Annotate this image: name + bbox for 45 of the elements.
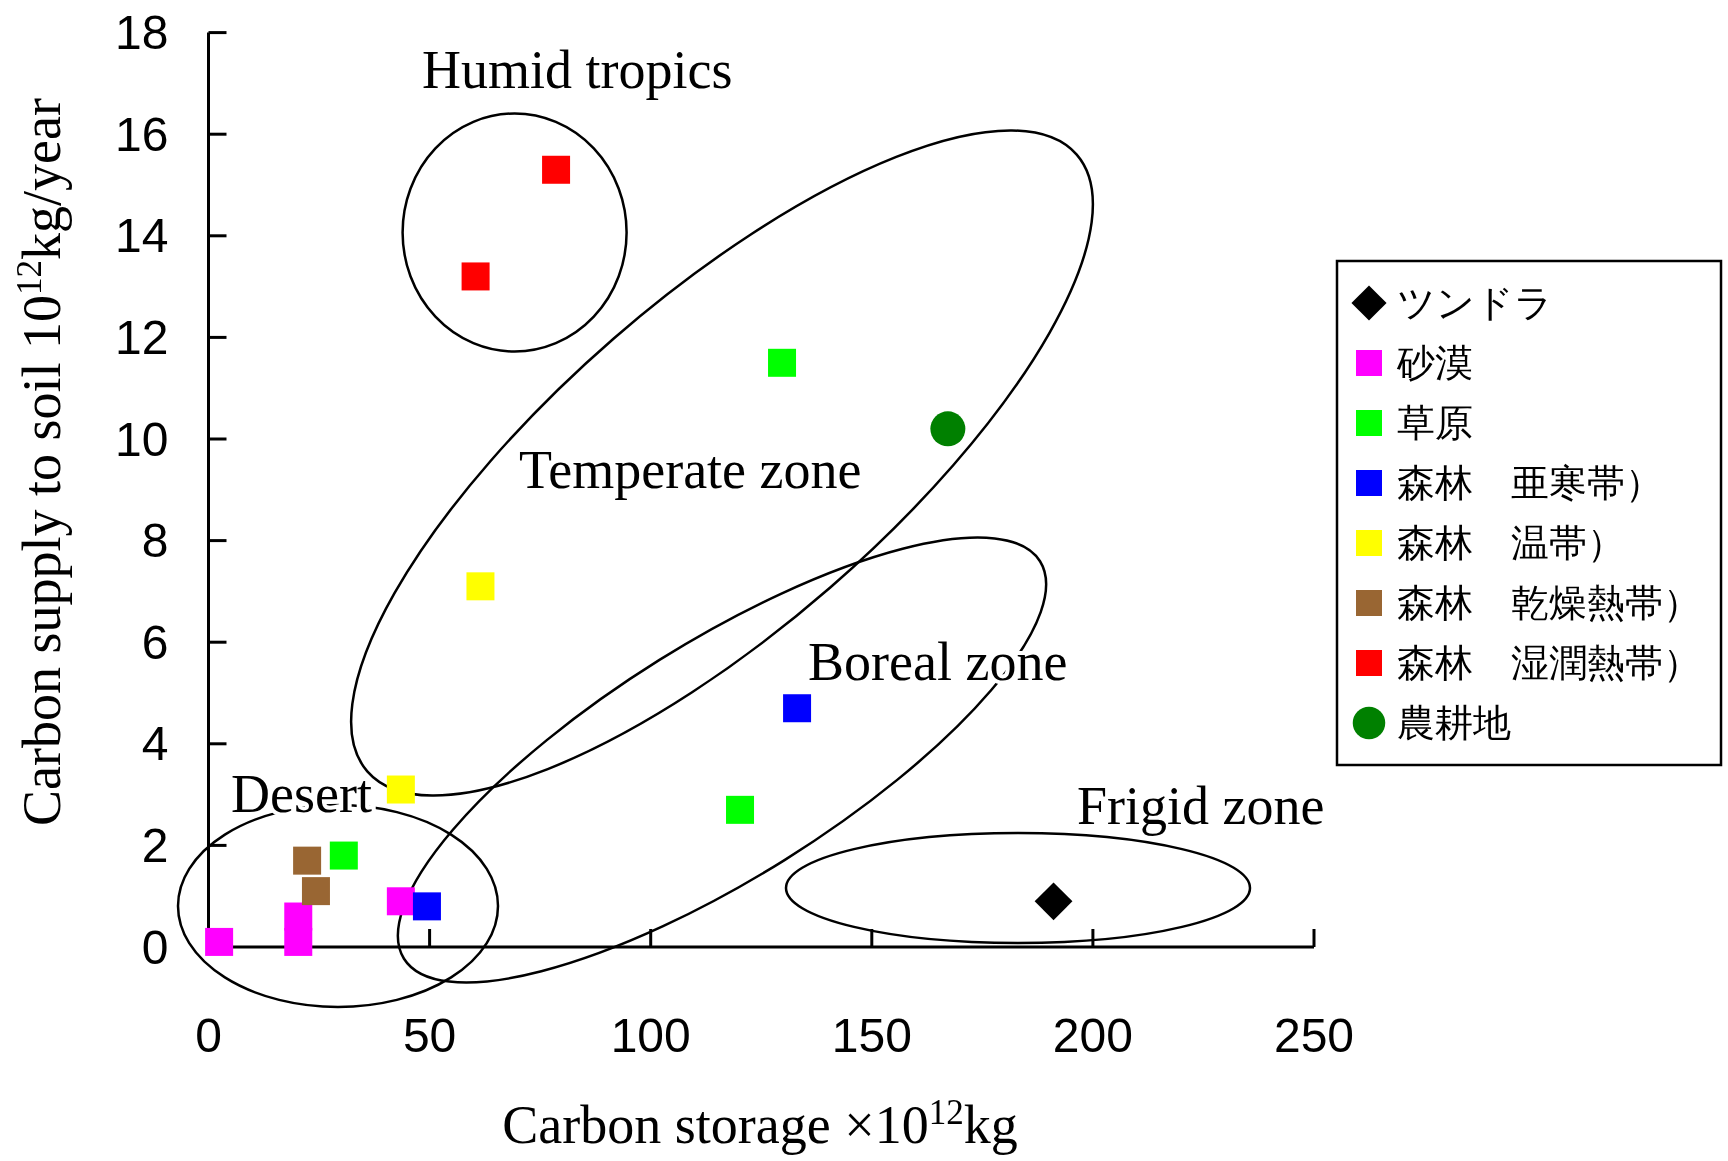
y-tick-label: 4 [141, 717, 169, 771]
x-tick-label: 0 [195, 1009, 222, 1062]
y-tick-label: 10 [115, 412, 169, 466]
point [329, 841, 358, 870]
point [466, 572, 495, 601]
y-tick-label: 14 [115, 209, 169, 263]
point [284, 902, 313, 931]
point [301, 877, 330, 906]
point [386, 775, 415, 804]
point [783, 694, 812, 723]
point [930, 411, 966, 447]
x-axis-title: Carbon storage ×10$^{12}$kg [502, 1092, 1018, 1155]
point [726, 795, 755, 824]
point [412, 892, 441, 921]
legend-label: 森林 温帯） [1397, 522, 1625, 564]
annotation: Humid tropics [422, 40, 733, 100]
y-tick-label: 0 [141, 920, 169, 974]
y-tick-label: 8 [141, 514, 169, 568]
legend-label: 砂漠 [1396, 342, 1473, 384]
point [293, 846, 322, 875]
point [205, 927, 234, 956]
point [386, 887, 415, 916]
x-tick-label: 200 [1052, 1009, 1133, 1062]
y-tick-label: 16 [115, 107, 169, 161]
point [1034, 882, 1073, 921]
annotation: Temperate zone [519, 440, 862, 500]
x-tick-label: 250 [1273, 1009, 1355, 1062]
legend-label: 農耕地 [1397, 702, 1511, 744]
y-tick-label: 2 [141, 818, 169, 872]
x-tick-label: 150 [831, 1009, 912, 1062]
y-tick-label: 18 [115, 6, 169, 60]
annotation: Desert [231, 764, 372, 824]
point [461, 262, 490, 291]
point [768, 348, 797, 377]
legend-label: ツンドラ [1397, 282, 1553, 324]
point [542, 155, 571, 184]
x-tick-label: 50 [402, 1009, 457, 1062]
y-tick-label: 12 [115, 310, 169, 364]
y-tick-label: 6 [141, 615, 169, 669]
annotation: Frigid zone [1077, 776, 1325, 836]
legend-label: 森林 湿潤熱帯） [1397, 642, 1701, 684]
legend-label: 森林 亜寒帯） [1397, 462, 1663, 504]
legend-label: 草原 [1397, 402, 1473, 444]
legend-label: 森林 乾燥熱帯） [1397, 582, 1701, 624]
x-tick-label: 100 [610, 1009, 691, 1062]
